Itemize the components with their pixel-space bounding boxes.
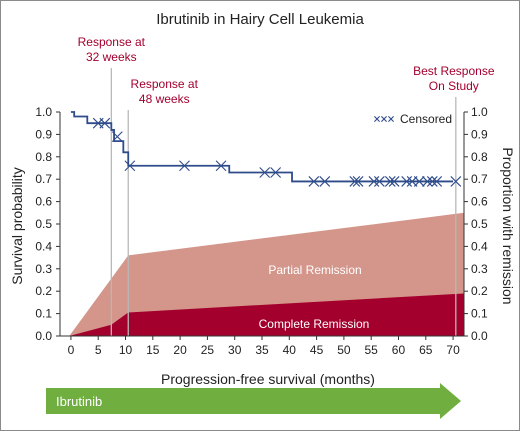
- x-axis-label: Progression-free survival (months): [161, 371, 375, 387]
- area-label-0: Partial Remission: [268, 263, 361, 277]
- censored-mark-13: [373, 176, 385, 187]
- censored-mark-12: [368, 176, 380, 187]
- survival-step-line: [70, 111, 454, 183]
- y-tick-label-right-9: 0.9: [471, 127, 488, 141]
- area-label-1: Complete Remission: [259, 317, 370, 331]
- censored-mark-9: [319, 176, 331, 187]
- x-tick-label-4: 20: [173, 343, 187, 357]
- censored-mark-19: [422, 176, 433, 187]
- y-tick-label-right-4: 0.4: [471, 239, 488, 253]
- censored-mark-15: [388, 176, 400, 187]
- y-tick-label-right-0: 0.0: [471, 329, 488, 343]
- x-tick-label-2: 10: [119, 343, 133, 357]
- annotation-text-2-1: On Study: [429, 79, 479, 93]
- censored-mark-22: [450, 176, 462, 187]
- y-tick-label-left-3: 0.3: [35, 262, 52, 276]
- y-tick-label-left-7: 0.7: [35, 172, 52, 186]
- y-tick-label-right-7: 0.7: [471, 172, 488, 186]
- y-tick-label-right-2: 0.2: [471, 284, 488, 298]
- x-tick-label-1: 5: [95, 343, 102, 357]
- censored-mark-3: [124, 160, 136, 172]
- legend-mark-2: [388, 116, 394, 122]
- censored-mark-11: [352, 176, 364, 187]
- area-1: [69, 293, 465, 336]
- remission-areas: Partial Remission Complete Remission: [69, 212, 465, 336]
- y-tick-label-left-10: 1.0: [35, 105, 52, 119]
- y-tick-label-right-10: 1.0: [471, 105, 488, 119]
- y-axis-left-label: Survival probability: [9, 167, 25, 285]
- censored-mark-2: [111, 131, 123, 143]
- censored-mark-7: [270, 167, 282, 178]
- annotation-text-0-1: 32 weeks: [86, 50, 137, 64]
- y-tick-label-left-4: 0.4: [35, 239, 52, 253]
- annotation-text-2-0: Best Response: [413, 64, 495, 78]
- x-tick-label-13: 65: [419, 343, 433, 357]
- annotation-text-1-1: 48 weeks: [139, 92, 190, 106]
- survival-curve: [70, 111, 454, 183]
- arrow-label: Ibrutinib: [56, 394, 102, 409]
- x-tick-label-11: 55: [365, 343, 379, 357]
- y-tick-label-left-6: 0.6: [35, 195, 52, 209]
- y-tick-label-left-1: 0.1: [35, 307, 52, 321]
- x-tick-label-14: 70: [446, 343, 460, 357]
- censored-mark-20: [426, 176, 438, 187]
- censored-mark-14: [384, 176, 396, 187]
- x-tick-label-5: 25: [201, 343, 215, 357]
- annotation-text-0-0: Response at: [78, 35, 146, 49]
- censored-mark-4: [179, 160, 190, 172]
- legend-mark-0: [374, 116, 380, 122]
- censored-mark-10: [349, 176, 361, 187]
- censored-mark-6: [259, 167, 271, 178]
- legend-censored-marks: [374, 116, 394, 122]
- x-tick-label-6: 30: [228, 343, 242, 357]
- censored-marks: [92, 117, 462, 187]
- chart-title: Ibrutinib in Hairy Cell Leukemia: [156, 11, 364, 28]
- y-tick-label-right-6: 0.6: [471, 195, 488, 209]
- arrow-shape: [46, 383, 461, 419]
- annotation-text-1-0: Response at: [131, 77, 199, 91]
- axes: 0.0 0.1 0.2 0.3 0.4 0.5 0.6 0.7 0.8 0.9 1.0 0.0 0.1 0…: [35, 105, 488, 357]
- x-tick-label-10: 50: [337, 343, 351, 357]
- censored-mark-8: [308, 176, 320, 187]
- censored-mark-18: [413, 176, 425, 187]
- legend-mark-1: [381, 116, 387, 122]
- x-tick-label-7: 35: [255, 343, 269, 357]
- y-tick-label-left-2: 0.2: [35, 284, 52, 298]
- y-tick-label-left-8: 0.8: [35, 150, 52, 164]
- censored-mark-5: [215, 160, 227, 172]
- y-tick-label-left-9: 0.9: [35, 127, 52, 141]
- ibrutinib-arrow: Ibrutinib: [46, 383, 461, 419]
- legend-censored-label: Censored: [400, 112, 452, 126]
- legend: Censored: [374, 112, 452, 126]
- y-tick-label-right-8: 0.8: [471, 150, 488, 164]
- x-tick-label-3: 15: [146, 343, 160, 357]
- x-tick-label-8: 40: [283, 343, 297, 357]
- censored-mark-16: [401, 176, 413, 187]
- annotation-lines: [110, 68, 457, 336]
- x-tick-label-0: 0: [68, 343, 75, 357]
- y-tick-label-right-1: 0.1: [471, 307, 488, 321]
- y-tick-label-left-0: 0.0: [35, 329, 52, 343]
- y-tick-label-left-5: 0.5: [35, 217, 52, 231]
- y-axis-right-label: Proportion with remission: [500, 147, 516, 304]
- y-tick-label-right-3: 0.3: [471, 262, 488, 276]
- x-tick-label-9: 45: [310, 343, 324, 357]
- censored-mark-1: [99, 117, 111, 129]
- censored-mark-21: [431, 176, 443, 187]
- x-tick-label-12: 60: [392, 343, 406, 357]
- y-tick-label-right-5: 0.5: [471, 217, 488, 231]
